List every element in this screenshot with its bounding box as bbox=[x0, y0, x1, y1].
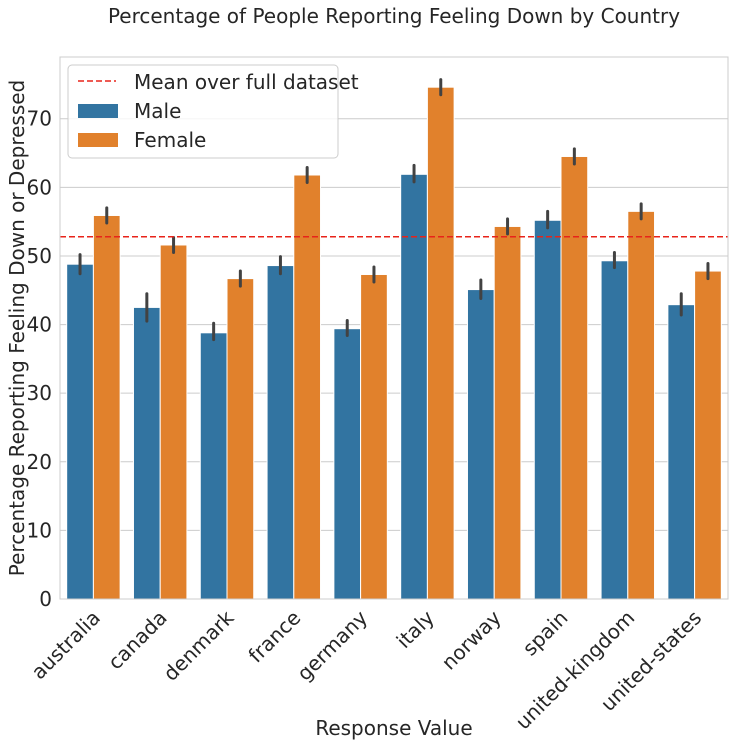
y-tick-label: 40 bbox=[27, 313, 52, 337]
bar-female bbox=[92, 214, 121, 600]
y-tick-label: 0 bbox=[39, 587, 52, 611]
x-axis-label: Response Value bbox=[315, 716, 472, 740]
bar-female bbox=[493, 225, 522, 600]
y-tick-label: 60 bbox=[27, 175, 52, 199]
y-axis-label: Percentage Reporting Feeling Down or Dep… bbox=[5, 80, 29, 576]
bar-male bbox=[466, 289, 495, 600]
y-tick-labels: 0 10 20 30 40 50 60 70 bbox=[27, 107, 52, 611]
x-tick-label: united-kingdom bbox=[511, 606, 640, 735]
legend-box bbox=[67, 64, 339, 159]
legend-label-mean: Mean over full dataset bbox=[134, 70, 359, 94]
bar-male bbox=[600, 260, 629, 600]
x-tick-label: spain bbox=[518, 606, 573, 661]
x-tick-label: canada bbox=[103, 606, 172, 675]
x-tick-label: italy bbox=[392, 605, 440, 653]
chart-title: Percentage of People Reporting Feeling D… bbox=[108, 4, 680, 28]
bar-female bbox=[627, 210, 656, 600]
bar-male bbox=[533, 219, 562, 600]
bar-male bbox=[333, 328, 362, 600]
bar-female bbox=[159, 244, 188, 600]
bar-male bbox=[66, 263, 94, 600]
bars bbox=[66, 86, 722, 600]
bar-female bbox=[360, 273, 388, 600]
x-tick-label: germany bbox=[292, 605, 372, 685]
bar-male bbox=[266, 265, 295, 600]
bar-male bbox=[199, 332, 228, 600]
y-tick-label: 70 bbox=[27, 107, 52, 131]
x-tick-label: norway bbox=[437, 605, 506, 674]
bar-male bbox=[132, 306, 161, 600]
bar-female bbox=[293, 174, 322, 600]
x-tick-label: australia bbox=[26, 606, 105, 685]
legend-swatch-male bbox=[78, 104, 118, 118]
bar-female bbox=[694, 270, 722, 600]
bar-female bbox=[426, 86, 455, 600]
y-tick-label: 10 bbox=[27, 518, 52, 542]
legend-label-male: Male bbox=[134, 99, 181, 123]
bar-male bbox=[400, 173, 428, 600]
x-tick-label: france bbox=[243, 606, 305, 668]
bar-female bbox=[226, 278, 255, 600]
legend: Mean over full dataset Male Female bbox=[67, 64, 359, 159]
x-tick-label: denmark bbox=[158, 605, 238, 685]
plot-frame bbox=[59, 56, 729, 600]
error-bars bbox=[78, 78, 710, 342]
y-tick-label: 30 bbox=[27, 381, 52, 405]
bar-female bbox=[560, 155, 589, 600]
legend-swatch-female bbox=[78, 133, 118, 147]
y-tick-label: 50 bbox=[27, 244, 52, 268]
y-tick-label: 20 bbox=[27, 450, 52, 474]
legend-label-female: Female bbox=[134, 128, 206, 152]
bar-male bbox=[667, 304, 696, 600]
